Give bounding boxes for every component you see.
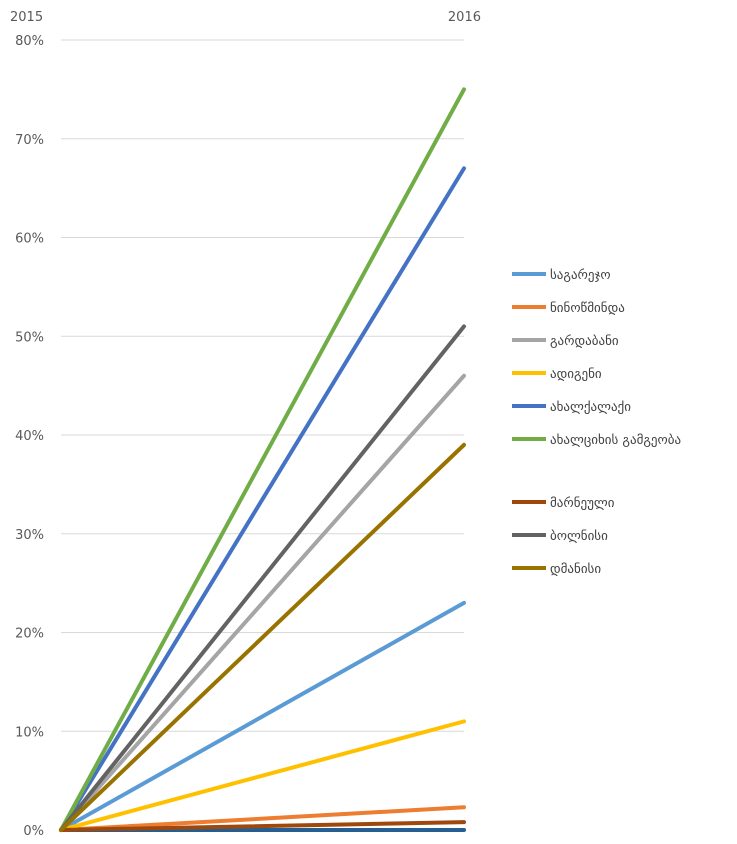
axis-labels: 0% 10% 20% 30% 40% 50% 60% 70% 80% 2015 2016 [10, 10, 481, 839]
legend-label: დმანისი [550, 562, 601, 577]
legend: საგარეჯო ნინოწმინდა გარდაბანი ადიგენი ახალქა… [512, 268, 681, 577]
series-line-9 [59, 442, 466, 832]
y-tick-label: 70% [15, 133, 44, 148]
grid-lines [61, 39, 464, 831]
legend-label: ახალქალაქი [550, 400, 631, 415]
series-line-3 [59, 373, 466, 832]
legend-label: ბოლნისი [550, 529, 608, 544]
legend-label: მარნეული [550, 496, 615, 511]
x-category-label: 2016 [448, 10, 481, 25]
legend-label: ახალციხის გამგეობა [550, 433, 681, 448]
series-line-4 [59, 719, 466, 832]
series-line-8 [59, 324, 466, 832]
series-line-1 [59, 600, 466, 832]
series-line-5 [59, 166, 466, 832]
legend-label: ნინოწმინდა [550, 301, 625, 316]
y-tick-label: 20% [15, 627, 44, 642]
x-category-label: 2015 [10, 10, 43, 25]
y-tick-label: 80% [15, 34, 44, 49]
series-lines [59, 87, 466, 832]
y-tick-label: 60% [15, 232, 44, 247]
series-line-7 [59, 820, 466, 832]
legend-label: საგარეჯო [550, 268, 611, 283]
y-tick-label: 50% [15, 330, 44, 345]
legend-label: გარდაბანი [550, 334, 619, 349]
series-line-2 [59, 805, 466, 832]
y-tick-label: 30% [15, 528, 44, 543]
y-tick-label: 40% [15, 429, 44, 444]
y-tick-label: 0% [23, 824, 44, 839]
legend-label: ადიგენი [550, 367, 602, 382]
series-line-6 [59, 87, 466, 832]
y-tick-label: 10% [15, 725, 44, 740]
